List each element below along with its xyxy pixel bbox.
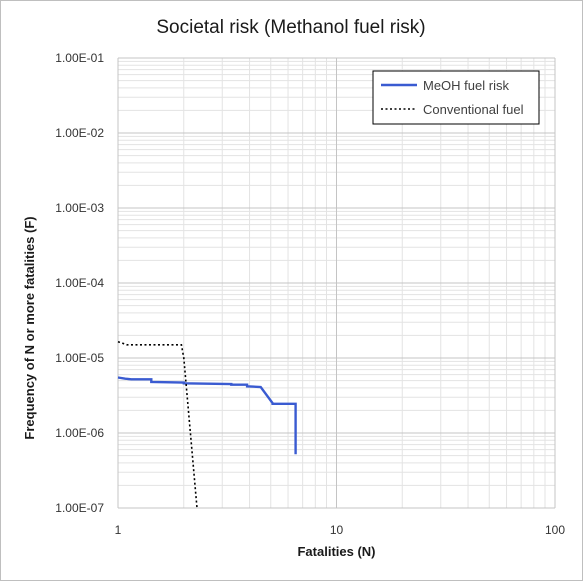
x-axis-tick-labels: 1 10 100 [115,523,566,537]
series-layer [117,340,297,509]
series-line-meoh-fuel-risk [117,376,297,455]
y-tick-label: 1.00E-02 [55,126,104,140]
legend-label-conventional: Conventional fuel [423,102,524,117]
major-gridlines [117,57,556,509]
x-tick-label: 10 [330,523,344,537]
y-tick-label: 1.00E-03 [55,201,104,215]
legend-label-meoh: MeOH fuel risk [423,78,509,93]
legend-box [372,70,540,125]
y-tick-label: 1.00E-04 [55,276,104,290]
y-axis-label: Frequency of N or more fatalities (F) [22,216,37,439]
chart-title: Societal risk (Methanol fuel risk) [156,17,425,38]
y-axis-tick-labels: 1.00E-01 1.00E-02 1.00E-03 1.00E-04 1.00E-05… [55,51,104,515]
y-tick-label: 1.00E-06 [55,426,104,440]
y-tick-label: 1.00E-07 [55,501,104,515]
series-line-conventional-fuel [117,340,198,509]
x-tick-label: 1 [115,523,122,537]
x-axis-label: Fatalities (N) [297,544,375,559]
legend: MeOH fuel risk Conventional fuel [372,70,540,125]
y-tick-label: 1.00E-05 [55,351,104,365]
y-tick-label: 1.00E-01 [55,51,104,65]
x-tick-label: 100 [545,523,565,537]
